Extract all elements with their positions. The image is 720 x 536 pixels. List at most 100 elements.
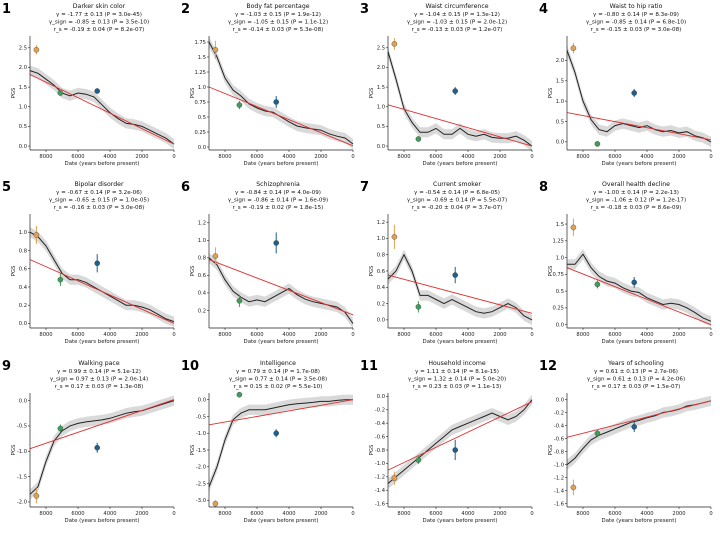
panel-stat: r_s = 0.17 ± 0.03 (P = 1.3e-08) [55,384,144,390]
smooth-line [208,41,354,145]
y-tick-label: 2.0 [377,65,385,71]
x-tick-label: 6000 [608,511,621,517]
x-axis-label: Date (years before present) [65,339,140,345]
panel-number: 11 [360,359,378,374]
panel-9: 9 Walking pace γ = 0.99 ± 0.14 (P = 5.1e-1… [2,359,176,524]
x-tick-label: 4000 [103,511,116,517]
data-point [57,276,64,283]
confidence-band [209,252,353,329]
data-point [415,136,422,142]
y-axis-label: PGS [369,87,375,98]
regression-line [566,400,712,438]
x-tick-label: 4000 [640,154,653,160]
x-tick-label: 2000 [493,154,506,160]
y-tick-label: 0.5 [556,289,564,295]
smooth-line [566,400,712,466]
regression-line [208,259,354,316]
x-tick-label: 8000 [39,332,52,338]
x-tick-label: 8000 [397,154,410,160]
data-point [33,232,40,238]
panel-title: Intelligence [260,360,296,367]
x-tick-label: 8000 [218,332,231,338]
panel-5: 5 Bipolar disorder γ = -0.67 ± 0.14 (P = 3… [2,180,176,345]
confidence-band [30,65,174,150]
x-tick-label: 4000 [640,511,653,517]
x-axis-label: Date (years before present) [65,161,140,167]
panel-stat: γ = -0.84 ± 0.14 (P = 4.0e-09) [235,190,321,196]
panel-stat: r_s = 0.15 ± 0.02 (P = 5.5e-10) [234,384,323,390]
panel-title: Waist to hip ratio [610,3,663,10]
y-axis-label: PGS [548,87,554,98]
x-tick-label: 4000 [282,332,295,338]
panel-stat: γ = -0.54 ± 0.14 (P = 6.8e-05) [414,190,500,196]
y-tick-label: 0.0 [377,318,385,324]
data-point [570,45,577,52]
y-tick-label: 0.6 [377,269,385,275]
smooth-line [208,399,353,488]
y-tick-label: -0.2 [554,410,564,416]
y-tick-label: 1.2 [198,221,206,227]
x-tick-label: 6000 [71,511,84,517]
panel-number: 8 [539,180,548,195]
data-point [94,444,100,451]
data-point [212,500,219,507]
x-tick-label: 2000 [672,154,685,160]
y-tick-label: -0.4 [375,421,386,427]
smooth-line [29,400,175,495]
panel-stat: r_s = -0.20 ± 0.04 (P = 3.7e-07) [412,205,503,211]
panel-6: 6 Schizophrenia γ = -0.84 ± 0.14 (P = 4.0e… [181,180,355,345]
panel-number: 3 [360,2,369,17]
x-tick-label: 8000 [397,332,410,338]
x-tick-label: 6000 [71,154,84,160]
x-tick-label: 8000 [39,511,52,517]
y-axis-label: PGS [190,265,196,276]
confidence-band [30,227,174,327]
regression-line [208,399,354,426]
x-tick-label: 0 [709,332,712,338]
y-axis-label: PGS [11,87,17,98]
data-point [236,391,243,398]
y-tick-label: 0.6 [198,273,206,279]
y-tick-label: 0.0 [19,144,27,150]
panel-title: Body fat percentage [246,3,309,10]
x-tick-label: 6000 [608,154,621,160]
y-tick-label: 0.4 [19,285,28,291]
panel-title: Bipolar disorder [74,181,124,188]
y-tick-label: 1.25 [194,70,206,76]
panel-stat: γ_sign = -0.69 ± 0.14 (P = 5.5e-07) [407,198,507,204]
y-tick-label: 1.0 [556,255,564,261]
data-point [415,304,422,310]
panel-stat: γ = -1.03 ± 0.15 (P = 1.9e-12) [235,12,321,18]
data-point [594,281,601,288]
smooth-line [387,399,533,484]
y-axis-label: PGS [11,265,17,276]
panel-stat: r_s = -0.14 ± 0.03 (P = 5.3e-08) [233,27,324,33]
y-tick-label: 0.0 [19,398,27,404]
x-tick-label: 0 [172,511,175,517]
y-tick-label: 1.5 [377,85,385,91]
confidence-band [567,395,711,470]
y-tick-label: -0.5 [196,414,206,420]
panel-1: 1 Darker skin color γ = -1.77 ± 0.13 (P = … [2,2,176,167]
x-axis-label: Date (years before present) [602,339,677,345]
panel-stat: γ_sign = -0.85 ± 0.13 (P = 3.5e-10) [49,20,149,26]
y-tick-label: 0.8 [377,253,385,259]
panel-stat: γ_sign = -1.05 ± 0.15 (P = 1.1e-12) [228,20,328,26]
x-tick-label: 0 [709,511,712,517]
y-tick-label: -1.5 [196,448,206,454]
confidence-band [30,395,174,500]
y-tick-label: 0.8 [198,256,206,262]
y-tick-label: 1.0 [556,99,564,105]
confidence-band [567,45,711,147]
x-axis-label: Date (years before present) [423,161,498,167]
y-tick-label: 1.0 [198,238,206,244]
regression-line [29,399,175,450]
panel-stat: γ_sign = -1.03 ± 0.15 (P = 2.0e-12) [407,20,507,26]
panel-number: 12 [539,359,557,374]
y-tick-label: 1.5 [556,222,564,228]
confidence-band [209,36,353,150]
y-tick-label: -2.0 [17,500,27,506]
y-tick-label: -0.5 [17,424,27,430]
y-tick-label: 0.0 [19,321,27,327]
panel-stat: γ_sign = -0.85 ± 0.14 (P = 6.8e-10) [586,20,686,26]
